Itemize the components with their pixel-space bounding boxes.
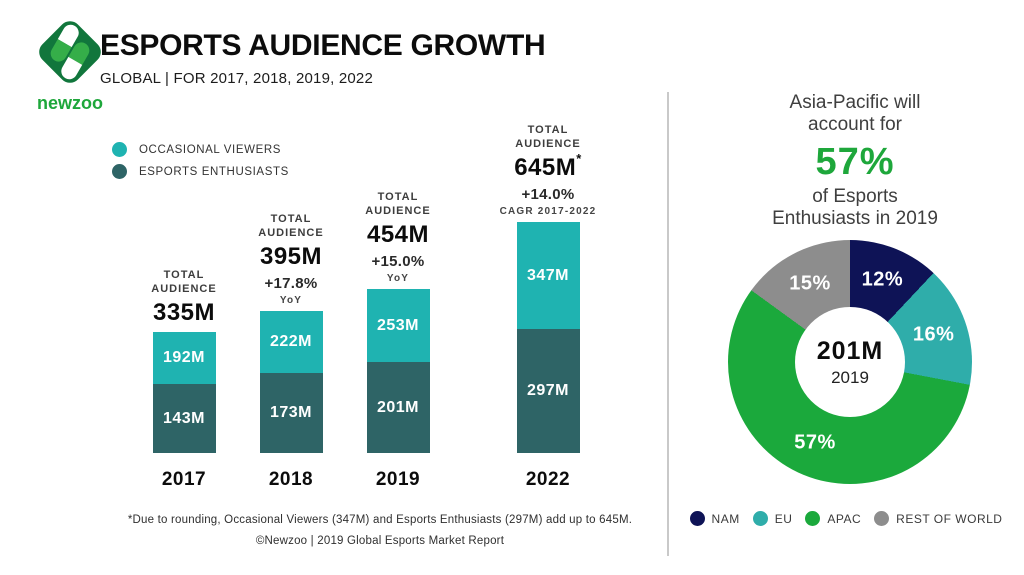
legend-swatch-icon bbox=[874, 511, 890, 526]
bar-segment: 173M bbox=[259, 373, 323, 453]
donut-slice-label: 57% bbox=[794, 431, 836, 454]
donut-center-year: 2019 bbox=[831, 367, 869, 387]
newzoo-logo-icon bbox=[39, 21, 101, 83]
page-subtitle: GLOBAL | FOR 2017, 2018, 2019, 2022 bbox=[100, 69, 374, 87]
donut-legend-label: REST OF WORLD bbox=[896, 511, 1003, 526]
year-label: 2019 bbox=[375, 469, 421, 490]
bar-segment: 253M bbox=[366, 289, 430, 362]
bar-segment-label: 173M bbox=[269, 404, 313, 421]
bar-chart: TOTAL AUDIENCE 335M 192M 143M 2017 TOTAL AUDIEN… bbox=[114, 123, 618, 490]
bar-segment: 143M bbox=[152, 384, 216, 453]
donut-legend-label: EU bbox=[774, 511, 793, 526]
bar-caption: TOTAL AUDIENCE bbox=[151, 268, 216, 296]
bar-column: TOTAL AUDIENCE 645M* +14.0% CAGR 2017-2022 34… bbox=[478, 123, 618, 490]
donut-chart: 201M 2019 12% 16% 57% 15% bbox=[728, 240, 972, 484]
bar-caption: TOTAL AUDIENCE bbox=[365, 190, 430, 218]
stacked-bar: 192M 143M bbox=[152, 332, 216, 453]
headline-line-2: account for bbox=[808, 114, 902, 135]
legend-swatch-icon bbox=[752, 511, 768, 526]
bar-total-value: 645M* bbox=[514, 151, 582, 181]
bar-caption: TOTAL AUDIENCE bbox=[515, 123, 580, 151]
donut-hole: 201M 2019 bbox=[795, 307, 905, 417]
bar-growth-caption: YoY bbox=[279, 295, 303, 306]
donut-legend-item: EU bbox=[752, 511, 793, 526]
bar-growth-caption: YoY bbox=[386, 273, 410, 284]
legend-swatch-icon bbox=[112, 164, 127, 179]
asterisk-mark: * bbox=[576, 151, 582, 166]
donut-legend-label: APAC bbox=[827, 511, 862, 526]
bar-segment-label: 201M bbox=[376, 398, 420, 416]
bar-caption-line: TOTAL bbox=[527, 124, 569, 136]
stacked-bar: 222M 173M bbox=[259, 311, 323, 453]
bar-segment-label: 192M bbox=[162, 349, 206, 366]
bar-segment: 297M bbox=[516, 329, 580, 453]
headline-line-4: Enthusiasts in 2019 bbox=[772, 208, 938, 229]
bar-total-value: 395M bbox=[259, 243, 323, 270]
donut-legend-item: APAC bbox=[805, 511, 861, 526]
donut-legend-item: REST OF WORLD bbox=[874, 511, 1002, 526]
bar-legend: OCCASIONAL VIEWERS ESPORTS ENTHUSIASTS bbox=[112, 142, 289, 186]
section-divider bbox=[667, 92, 669, 556]
brand-text: newzoo bbox=[37, 93, 103, 113]
donut-slice-label: 12% bbox=[861, 268, 904, 291]
bar-caption-line: TOTAL bbox=[377, 191, 419, 203]
bar-growth-value: +14.0% bbox=[521, 186, 575, 203]
year-label: 2018 bbox=[268, 469, 314, 490]
bar-total-value: 335M bbox=[152, 299, 216, 326]
bar-growth-value: +15.0% bbox=[371, 253, 425, 270]
headline-line-1: Asia-Pacific will bbox=[789, 92, 921, 113]
bar-growth-caption: CAGR 2017-2022 bbox=[499, 206, 597, 217]
bar-segment-label: 143M bbox=[162, 409, 206, 427]
bar-caption-line: AUDIENCE bbox=[365, 205, 431, 217]
legend-label: ESPORTS ENTHUSIASTS bbox=[139, 165, 289, 178]
bar-segment: 222M bbox=[259, 311, 323, 373]
legend-item: OCCASIONAL VIEWERS bbox=[112, 142, 289, 157]
stacked-bar: 347M 297M bbox=[516, 222, 580, 453]
donut-slice-label: 16% bbox=[912, 323, 955, 346]
donut-legend-item: NAM bbox=[689, 511, 740, 526]
bar-segment: 347M bbox=[516, 222, 580, 329]
year-label: 2017 bbox=[161, 469, 207, 490]
bar-segment-label: 253M bbox=[376, 316, 420, 334]
bar-segment-label: 347M bbox=[526, 266, 570, 284]
legend-item: ESPORTS ENTHUSIASTS bbox=[112, 164, 289, 179]
headline-stat: 57% bbox=[815, 141, 895, 183]
copyright: ©Newzoo | 2019 Global Esports Market Rep… bbox=[255, 535, 505, 547]
bar-total-value: 454M bbox=[366, 221, 430, 248]
legend-swatch-icon bbox=[112, 142, 127, 157]
legend-swatch-icon bbox=[689, 511, 705, 526]
legend-swatch-icon bbox=[805, 511, 821, 526]
bar-caption-line: AUDIENCE bbox=[258, 227, 324, 239]
legend-label: OCCASIONAL VIEWERS bbox=[139, 143, 282, 156]
bar-caption: TOTAL AUDIENCE bbox=[258, 212, 323, 240]
bar-caption-line: AUDIENCE bbox=[151, 283, 217, 295]
bar-segment: 201M bbox=[366, 362, 430, 453]
stacked-bar: 253M 201M bbox=[366, 289, 430, 453]
bar-column: TOTAL AUDIENCE 454M +15.0% YoY 253M 201M 2019 bbox=[328, 190, 468, 490]
year-label: 2022 bbox=[525, 469, 571, 490]
footnotes: *Due to rounding, Occasional Viewers (34… bbox=[70, 514, 690, 547]
bar-caption-line: TOTAL bbox=[163, 269, 205, 281]
donut-slice-label: 15% bbox=[789, 272, 831, 295]
bar-caption-line: TOTAL bbox=[270, 213, 312, 225]
bar-column: TOTAL AUDIENCE 395M +17.8% YoY 222M 173M 2018 bbox=[221, 212, 361, 490]
page-title: ESPORTS AUDIENCE GROWTH bbox=[100, 29, 546, 62]
bar-segment-label: 222M bbox=[269, 333, 313, 350]
title-block: ESPORTS AUDIENCE GROWTH GLOBAL | FOR 201… bbox=[100, 29, 546, 87]
bar-segment-label: 297M bbox=[526, 382, 570, 399]
bar-caption-line: AUDIENCE bbox=[515, 138, 581, 150]
headline-line-3: of Esports bbox=[812, 186, 898, 207]
bar-growth-value: +17.8% bbox=[264, 275, 318, 292]
bar-segment: 192M bbox=[152, 332, 216, 384]
logo-block: newzoo bbox=[28, 14, 112, 114]
footnote: *Due to rounding, Occasional Viewers (34… bbox=[127, 514, 633, 526]
donut-legend: NAM EU APAC REST OF WORLD bbox=[668, 511, 1024, 526]
donut-headline: Asia-Pacific will account for 57% of Esp… bbox=[690, 92, 1020, 230]
donut-center-value: 201M bbox=[816, 336, 884, 365]
donut-legend-label: NAM bbox=[711, 511, 740, 526]
bar-column: TOTAL AUDIENCE 335M 192M 143M 2017 bbox=[114, 268, 254, 490]
